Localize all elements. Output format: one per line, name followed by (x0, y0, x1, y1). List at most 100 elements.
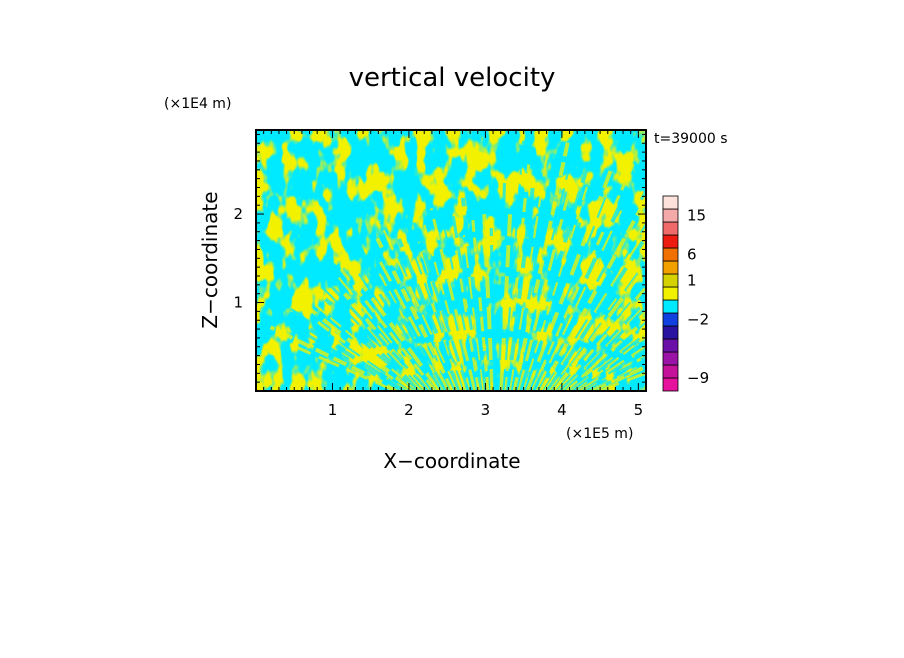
wave-stripe (522, 179, 591, 391)
wave-stripe (269, 325, 401, 391)
wave-stripe (512, 140, 570, 391)
wave-stripe (504, 164, 531, 391)
wave-stripe (525, 170, 613, 391)
wave-stripe (305, 304, 415, 391)
wave-stripe (572, 331, 646, 391)
wave-stripe (530, 163, 635, 391)
x-axis-label: X−coordinate (383, 449, 520, 473)
time-label: t=39000 s (654, 131, 728, 147)
wave-stripe (311, 265, 430, 391)
wave-stripe (462, 235, 485, 391)
wave-stripe (429, 208, 477, 391)
wave-stripe (557, 284, 646, 391)
wave-stripe (505, 187, 535, 391)
wave-stripe (354, 256, 444, 391)
colorbar-swatch (662, 234, 679, 249)
wave-stripe (519, 155, 593, 391)
wave-stripe (317, 282, 426, 391)
wave-stripe (333, 259, 437, 391)
x-tick-label: 1 (328, 401, 338, 419)
wave-stripe (562, 303, 646, 391)
wave-stripes (269, 140, 646, 391)
colorbar-label: 15 (687, 207, 706, 225)
wave-stripe (489, 228, 497, 391)
colorbar-label: −9 (687, 369, 709, 387)
wave-stripe (343, 292, 429, 391)
wave-stripe (592, 364, 646, 391)
wave-stripe (375, 237, 455, 391)
wave-stripe (532, 186, 630, 391)
x-axis-ticks: 1 2 3 4 5 (263, 130, 647, 419)
x-unit-label: (×1E5 m) (566, 426, 633, 442)
wave-stripe (535, 210, 623, 391)
wave-stripe (282, 339, 397, 391)
x-tick-label: 3 (481, 401, 491, 419)
wave-stripe (575, 335, 646, 391)
wave-stripe (378, 220, 459, 391)
wave-stripe (539, 203, 645, 391)
y-tick-label: 1 (233, 294, 243, 312)
wave-stripe (324, 297, 422, 391)
wave-stripe (528, 194, 608, 391)
wave-stripe (555, 282, 646, 391)
wave-stripe (524, 202, 588, 391)
colorbar-swatch (662, 377, 679, 392)
colorbar-swatch (662, 208, 679, 223)
wave-stripe (397, 238, 462, 391)
wave-stripe (499, 177, 514, 391)
wave-stripe (545, 233, 646, 391)
colorbar-swatch (662, 364, 679, 379)
colorbar-swatch (662, 338, 679, 353)
colorbar-swatch (662, 286, 679, 301)
wave-stripe (480, 242, 492, 391)
wave-stripe (277, 299, 412, 391)
wave-stripe (517, 188, 571, 391)
wave-stripe (375, 254, 450, 391)
x-tick-label: 2 (404, 401, 414, 419)
y-tick-label: 2 (233, 205, 243, 223)
wave-stripe (443, 229, 479, 391)
wave-stripe (471, 219, 490, 391)
wave-stripe (298, 329, 404, 391)
y-axis-ticks: 12 (233, 133, 646, 383)
colorbar: −9 −2 1 6 15 (662, 195, 709, 392)
y-axis-label: Z−coordinate (198, 191, 222, 328)
wave-stripe (510, 175, 552, 391)
colorbar-swatch (662, 299, 679, 314)
wave-stripe (497, 154, 507, 391)
colorbar-swatch (662, 195, 679, 210)
wave-stripe (559, 298, 646, 391)
wave-stripe (568, 320, 646, 391)
colorbar-swatch (662, 312, 679, 327)
x-tick-label: 5 (634, 401, 644, 419)
colorbar-label: −2 (687, 311, 709, 329)
colorbar-label: 6 (687, 246, 697, 264)
wave-stripe (537, 187, 646, 391)
x-tick-label: 4 (557, 401, 567, 419)
wave-stripe (502, 140, 525, 391)
velocity-field (255, 129, 647, 392)
wave-stripe (337, 276, 432, 391)
wave-stripe (508, 152, 549, 391)
wave-stripe (515, 165, 571, 391)
wave-stripe (454, 250, 482, 391)
wave-stripe (542, 222, 646, 391)
wave-stripe (406, 204, 470, 391)
colorbar-swatch (662, 260, 679, 275)
colorbar-swatch (662, 247, 679, 262)
wave-stripe (579, 344, 646, 391)
wave-stripe (297, 289, 419, 391)
plot-frame (255, 129, 647, 392)
chart-title: vertical velocity (349, 63, 556, 93)
wave-stripe (460, 197, 488, 391)
colorbar-swatch (662, 351, 679, 366)
wave-stripe (423, 224, 472, 391)
y-unit-label: (×1E4 m) (164, 96, 231, 112)
colorbar-swatch (662, 325, 679, 340)
colorbar-swatch (662, 221, 679, 236)
wave-stripe (552, 262, 646, 391)
wave-stripe (563, 304, 646, 391)
colorbar-swatch (662, 273, 679, 288)
colorbar-label: 1 (687, 272, 697, 290)
